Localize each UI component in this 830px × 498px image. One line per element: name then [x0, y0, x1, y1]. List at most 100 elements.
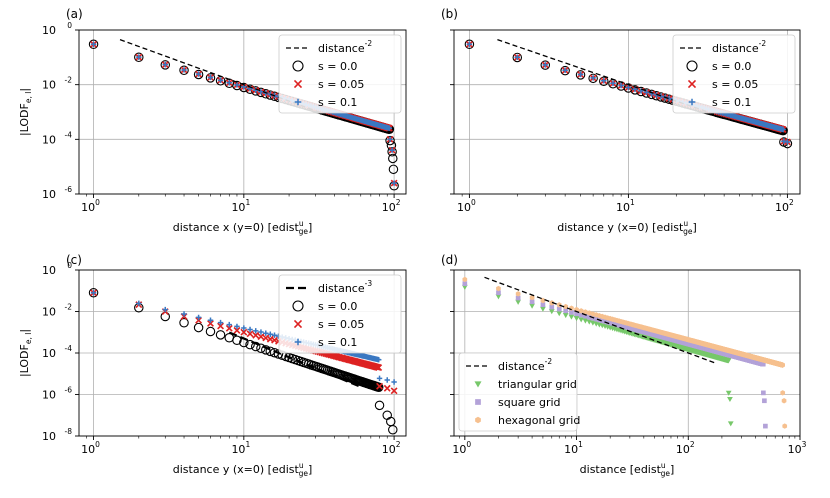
series-2	[462, 281, 768, 429]
legend-label: distance-2	[318, 39, 372, 55]
data-point	[385, 135, 395, 146]
data-point	[195, 71, 202, 77]
data-point	[391, 180, 397, 186]
x-tick-label: 100	[457, 198, 476, 214]
y-axis-label: |LODFe, l|	[18, 329, 33, 377]
data-point	[475, 399, 481, 405]
data-point	[261, 345, 271, 355]
data-point	[563, 303, 569, 310]
series-3	[462, 276, 788, 429]
text-part: ]	[308, 463, 312, 476]
data-point	[234, 323, 240, 330]
data-point	[583, 313, 588, 319]
data-point	[760, 361, 766, 367]
x-tick-label: 101	[564, 440, 583, 456]
data-point	[515, 295, 521, 301]
text-part: -2	[759, 39, 767, 48]
x-tick-label: 100	[452, 440, 471, 456]
data-point	[88, 39, 99, 50]
data-point	[90, 290, 97, 296]
data-point	[233, 326, 241, 334]
data-point	[207, 74, 214, 81]
data-point	[725, 390, 732, 396]
data-point	[562, 313, 569, 319]
x-axis-label: distance y (x=0) [edistu ge]	[557, 219, 697, 236]
legend-label: triangular grid	[498, 378, 577, 391]
data-point	[232, 335, 242, 346]
data-point	[461, 284, 468, 290]
data-point	[181, 67, 187, 73]
data-point	[762, 398, 767, 404]
y-tick-label: 10	[42, 133, 56, 146]
data-point	[245, 339, 255, 350]
data-point	[727, 396, 733, 402]
data-layer	[461, 276, 788, 429]
legend-label: s = 0.05	[318, 318, 364, 331]
y-tick-label: 10	[42, 306, 56, 319]
text-part: 0	[466, 440, 471, 449]
y-tick-label: 10	[42, 79, 56, 92]
data-point	[577, 71, 584, 78]
y-tick-exponent: 0	[67, 21, 72, 30]
data-point	[607, 320, 613, 326]
text-part: ]	[308, 221, 312, 234]
text-part: |	[18, 329, 31, 333]
data-point	[781, 398, 787, 404]
legend: distance-2 triangular grid square grid hexa…	[458, 352, 580, 432]
text-part: u	[661, 461, 666, 470]
text-part: 1	[245, 440, 250, 449]
legend-label: s = 0.05	[318, 78, 364, 91]
panel-label: (a)	[66, 7, 83, 21]
x-tick-label: 103	[788, 440, 807, 456]
x-tick-label: 101	[231, 440, 250, 456]
data-point	[586, 310, 592, 316]
data-point	[193, 69, 204, 80]
data-point	[540, 297, 546, 304]
data-point	[562, 67, 568, 73]
legend: distance-2 s = 0.0 s = 0.05 s = 0.1	[278, 34, 402, 114]
data-point	[529, 299, 535, 305]
legend-label: distance-3	[318, 279, 372, 295]
data-point	[267, 331, 273, 337]
text-part: ]	[670, 463, 674, 476]
data-point	[136, 54, 142, 60]
data-point	[563, 308, 569, 314]
data-point	[549, 300, 555, 306]
text-part: 0	[471, 198, 476, 207]
data-point	[207, 317, 214, 323]
text-part: 2	[396, 440, 401, 449]
legend-label: hexagonal grid	[498, 414, 580, 427]
text-part: ge	[299, 469, 309, 478]
data-point	[583, 309, 588, 315]
legend-label: square grid	[498, 396, 561, 409]
data-point	[588, 73, 598, 84]
text-part: |	[18, 88, 31, 92]
chart-panel-4: 100 101 102 103(d)distance [edistu ge]distan…	[441, 253, 807, 478]
data-point	[162, 61, 168, 68]
data-point	[540, 60, 551, 70]
data-point	[599, 76, 609, 87]
legend: distance-3 s = 0.0 s = 0.05 s = 0.1	[278, 274, 402, 354]
data-point	[574, 311, 579, 317]
legend: distance-2 s = 0.0 s = 0.05 s = 0.1	[672, 34, 796, 114]
x-tick-label: 101	[231, 198, 250, 214]
data-point	[474, 381, 482, 388]
data-point	[205, 73, 216, 83]
data-point	[495, 294, 502, 300]
data-point	[136, 300, 142, 307]
reference-line	[484, 276, 718, 365]
data-point	[226, 321, 232, 328]
data-point	[529, 303, 535, 309]
data-point	[247, 326, 253, 333]
text-part: 2	[690, 440, 695, 449]
y-tick-exponent: -8	[65, 427, 73, 436]
data-point	[195, 316, 203, 324]
text-part: ge	[661, 469, 671, 478]
data-point	[784, 139, 791, 145]
legend-label: s = 0.1	[712, 96, 751, 109]
data-point	[383, 384, 391, 392]
data-point	[179, 317, 189, 328]
data-point	[586, 314, 592, 320]
